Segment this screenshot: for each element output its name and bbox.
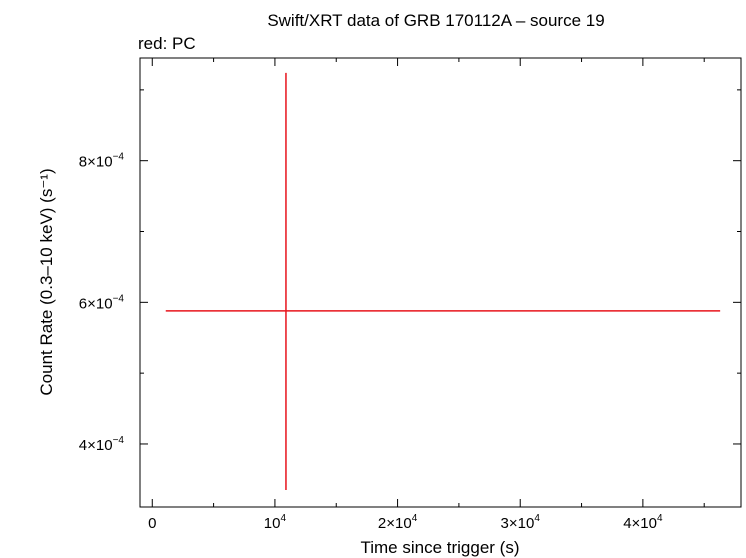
x-tick-label: 2×104: [378, 513, 418, 532]
y-tick-label: 8×10−4: [79, 152, 125, 171]
x-tick-label: 0: [148, 515, 156, 532]
x-tick-label: 104: [264, 513, 287, 532]
y-tick-label: 4×10−4: [79, 435, 125, 454]
x-tick-label: 3×104: [501, 513, 541, 532]
plot-frame: [139, 57, 742, 508]
axis-tick-labels: 0 104 2×104 3×104 4×104 4×10−4 6×10−4 8×10−4: [79, 152, 663, 532]
data-marks: [165, 72, 721, 491]
x-axis-label: Time since trigger (s): [360, 538, 519, 557]
chart-subtitle: red: PC: [138, 34, 196, 53]
y-tick-label: 6×10−4: [79, 293, 125, 312]
x-tick-label: 4×104: [623, 513, 663, 532]
chart-title: Swift/XRT data of GRB 170112A – source 1…: [267, 11, 604, 30]
y-axis-label: Count Rate (0.3–10 keV) (s⁻¹): [37, 168, 56, 395]
axis-ticks: [140, 58, 741, 507]
